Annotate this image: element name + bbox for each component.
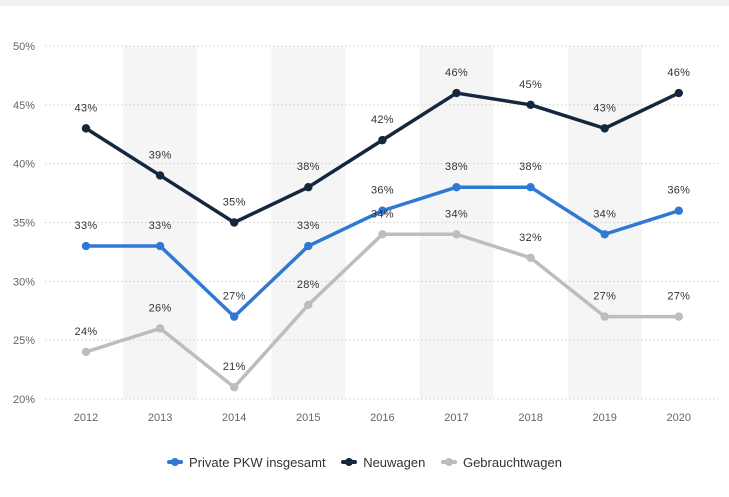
legend-label: Private PKW insgesamt (189, 454, 326, 470)
data-label: 32% (519, 232, 542, 244)
data-label: 27% (223, 291, 246, 303)
data-label: 36% (667, 185, 690, 197)
data-label: 33% (297, 220, 320, 232)
data-label: 24% (75, 326, 98, 338)
data-point[interactable] (81, 124, 91, 133)
series-lines (81, 88, 683, 392)
data-point[interactable] (155, 324, 165, 333)
x-tick-label: 2014 (222, 412, 246, 424)
x-tick-label: 2017 (444, 412, 468, 424)
y-tick-label: 25% (13, 335, 35, 347)
legend-label: Neuwagen (363, 454, 426, 470)
data-label: 38% (297, 161, 320, 173)
data-label: 21% (223, 361, 246, 373)
x-tick-label: 2012 (74, 412, 98, 424)
data-point[interactable] (674, 312, 683, 321)
data-label: 39% (149, 149, 172, 161)
y-tick-label: 20% (13, 394, 35, 406)
y-tick-label: 45% (13, 100, 35, 112)
data-label: 34% (445, 208, 468, 220)
y-tick-label: 35% (13, 218, 35, 230)
legend-swatch-gebrauchtwagen (440, 458, 457, 466)
data-label: 46% (667, 67, 690, 79)
data-label: 36% (371, 185, 394, 197)
data-point[interactable] (674, 206, 683, 215)
legend-swatch-neuwagen (341, 458, 358, 466)
data-label: 43% (593, 102, 616, 114)
data-point[interactable] (526, 100, 535, 110)
legend-label: Gebrauchtwagen (462, 454, 562, 470)
x-tick-label: 2015 (296, 412, 320, 424)
data-label: 34% (371, 208, 394, 220)
column-band (567, 46, 642, 399)
gridlines (45, 45, 718, 400)
data-label: 45% (519, 79, 542, 91)
y-tick-label: 50% (13, 41, 35, 53)
data-label: 26% (149, 302, 172, 314)
data-point[interactable] (526, 183, 535, 192)
data-point[interactable] (526, 253, 535, 262)
data-label: 34% (593, 208, 616, 220)
data-point[interactable] (600, 124, 609, 133)
y-tick-label: 40% (13, 159, 35, 171)
data-label: 43% (75, 102, 98, 114)
data-point[interactable] (378, 206, 387, 215)
data-point[interactable] (230, 383, 239, 392)
data-point[interactable] (452, 230, 461, 239)
column-band (123, 46, 198, 399)
legend-item-gebrauchtwagen[interactable]: Gebrauchtwagen (440, 454, 562, 470)
data-label: 28% (297, 279, 320, 291)
data-label: 38% (445, 161, 468, 173)
data-point[interactable] (304, 300, 313, 310)
y-axis-ticks: 20% 25% 30% 35% 40% 45% 50% (13, 41, 35, 406)
data-point[interactable] (452, 88, 461, 98)
data-label: 35% (223, 197, 246, 209)
data-point[interactable] (600, 312, 609, 321)
legend: Private PKW insgesamt Neuwagen Gebraucht… (0, 452, 729, 470)
data-label: 46% (445, 67, 468, 79)
y-tick-label: 30% (13, 276, 35, 288)
data-point[interactable] (230, 312, 239, 321)
legend-item-private-pkw[interactable]: Private PKW insgesamt (167, 455, 326, 470)
data-label: 33% (149, 220, 172, 232)
x-axis-ticks: 2012 2013 2014 2015 2016 2017 2018 2019 2020 (74, 412, 691, 424)
data-label: 33% (75, 220, 98, 232)
data-label: 42% (371, 114, 394, 126)
x-tick-label: 2018 (518, 412, 542, 424)
data-point[interactable] (304, 241, 313, 251)
data-point[interactable] (81, 241, 91, 251)
data-label: 27% (593, 291, 616, 303)
data-labels: 33% 33% 27% 33% 36% 38% 38% 34% 36% 43% 39% 35% 38% 4… (75, 67, 690, 373)
x-tick-label: 2019 (592, 412, 616, 424)
x-tick-label: 2013 (148, 412, 172, 424)
data-point[interactable] (155, 171, 165, 180)
data-point[interactable] (452, 183, 461, 192)
line-chart: 20%25%30%35%40%45%50% 2012 2013 2014 2015 20… (13, 41, 718, 424)
data-point[interactable] (304, 183, 313, 192)
data-label: 38% (519, 161, 542, 173)
data-point[interactable] (230, 218, 239, 227)
data-point[interactable] (378, 135, 387, 145)
data-point[interactable] (674, 88, 683, 98)
legend-item-neuwagen[interactable]: Neuwagen (341, 455, 425, 470)
data-point[interactable] (378, 230, 387, 239)
data-point[interactable] (600, 230, 609, 239)
data-point[interactable] (81, 347, 91, 357)
data-label: 27% (667, 291, 690, 303)
top-bar (0, 0, 729, 6)
legend-swatch-private-pkw (167, 458, 184, 466)
data-point[interactable] (155, 241, 165, 251)
x-tick-label: 2016 (370, 412, 394, 424)
x-tick-label: 2020 (667, 412, 691, 424)
